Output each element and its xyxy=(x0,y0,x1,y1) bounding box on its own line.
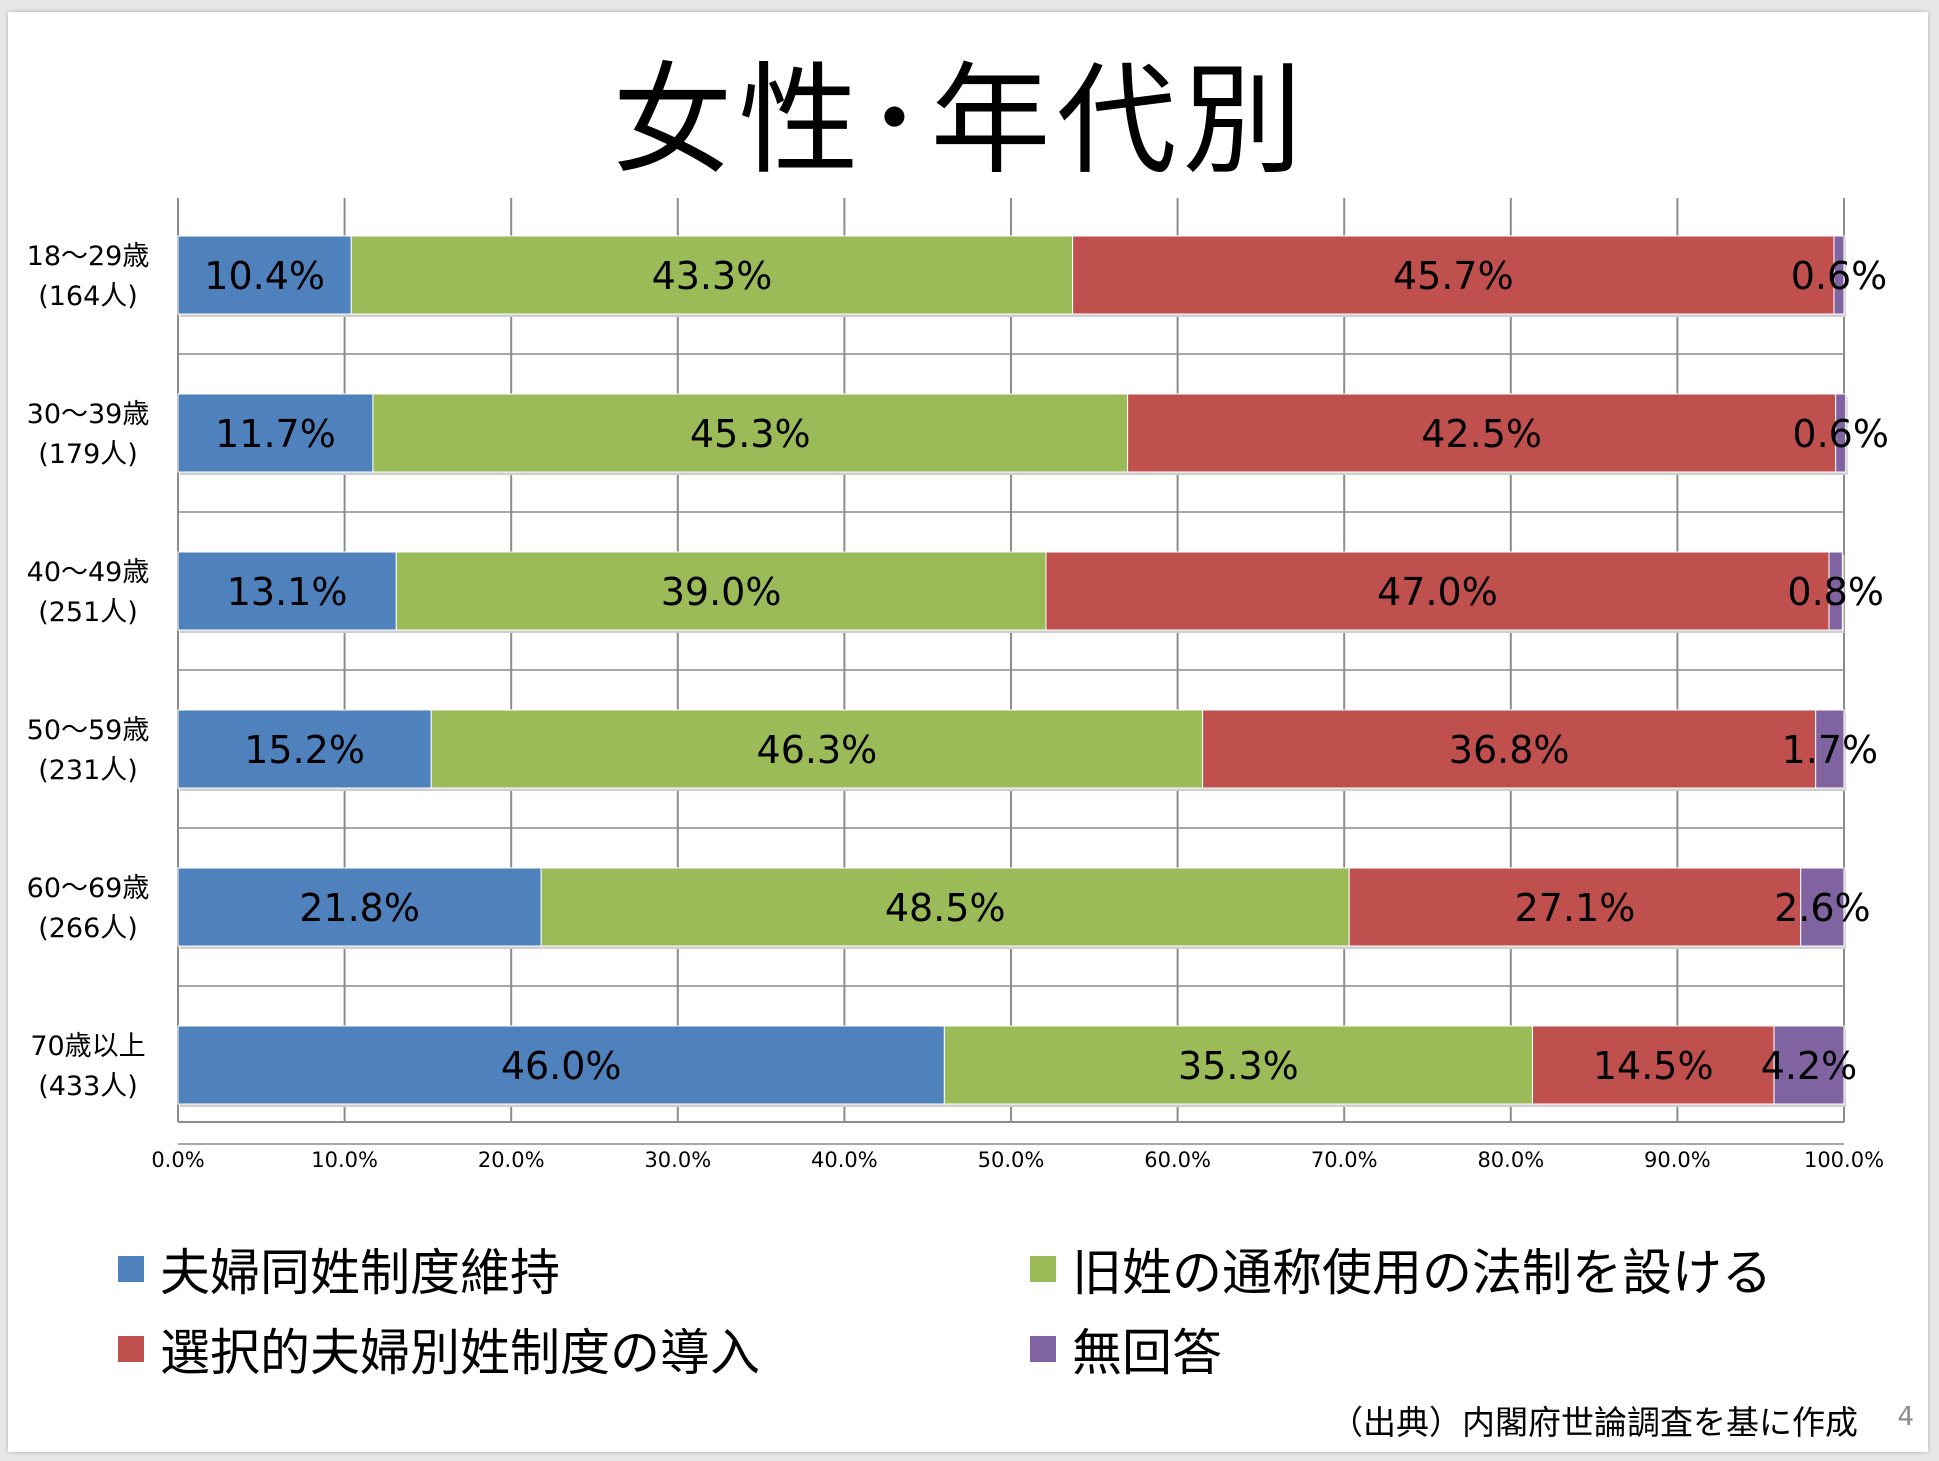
legend-label: 旧姓の通称使用の法制を設ける xyxy=(1072,1244,1772,1302)
category-label: 70歳以上 xyxy=(30,1031,145,1062)
data-label: 4.2% xyxy=(1761,1044,1858,1088)
x-tick-label: 70.0% xyxy=(1311,1148,1378,1172)
x-tick-label: 0.0% xyxy=(151,1148,204,1172)
bar-segment xyxy=(1045,551,1830,631)
x-tick-label: 30.0% xyxy=(644,1148,711,1172)
slide: 女性･年代別 0.0% 10.0% 20.0% 30.0% 40.0% 50.0% 60.0… xyxy=(8,12,1928,1452)
category-label: 50〜59歳 xyxy=(27,715,150,746)
bar-segment xyxy=(177,1025,945,1105)
category-count-label: (266人) xyxy=(38,913,138,944)
data-label: 13.1% xyxy=(227,570,348,614)
category-label: 40〜49歳 xyxy=(27,557,150,588)
legend-label: 無回答 xyxy=(1072,1324,1222,1382)
bar-segment xyxy=(1828,551,1843,631)
bar-segment xyxy=(395,551,1047,631)
bar-segment xyxy=(1835,393,1847,473)
x-tick-label: 40.0% xyxy=(811,1148,878,1172)
bar-segment xyxy=(1348,867,1802,947)
legend-swatch-red xyxy=(118,1336,144,1362)
stacked-bar-chart: 0.0% 10.0% 20.0% 30.0% 40.0% 50.0% 60.0% 70.0% 8… xyxy=(27,198,1889,1172)
bar-segment xyxy=(540,867,1350,947)
bar-segment xyxy=(1815,709,1845,789)
bar-segment xyxy=(430,709,1204,789)
bar-segment xyxy=(1072,235,1835,315)
data-label: 0.6% xyxy=(1792,412,1889,456)
bar-segment xyxy=(1800,867,1845,947)
data-label: 11.7% xyxy=(215,412,336,456)
category-count-label: (164人) xyxy=(38,281,138,312)
source-note: （出典）内閣府世論調査を基に作成 xyxy=(1330,1403,1858,1442)
legend-item-keep-same-surname: 夫婦同姓制度維持 xyxy=(118,1234,560,1304)
data-label: 21.8% xyxy=(299,886,420,930)
legend-swatch-purple xyxy=(1030,1336,1056,1362)
data-label: 45.3% xyxy=(690,412,811,456)
bar-segment xyxy=(943,1025,1533,1105)
legend-swatch-blue xyxy=(118,1256,144,1282)
bar-segment xyxy=(177,235,352,315)
data-label: 46.3% xyxy=(757,728,878,772)
bar-segment xyxy=(372,393,1129,473)
data-label: 0.8% xyxy=(1787,570,1884,614)
data-label: 10.4% xyxy=(204,254,325,298)
category-count-label: (231人) xyxy=(38,755,138,786)
category-count-label: (251人) xyxy=(38,597,138,628)
legend-item-optional-separate-surname: 選択的夫婦別姓制度の導入 xyxy=(118,1314,760,1384)
x-tick-label: 100.0% xyxy=(1804,1148,1884,1172)
data-label: 48.5% xyxy=(885,886,1006,930)
bar-segment xyxy=(1202,709,1817,789)
legend-label: 選択的夫婦別姓制度の導入 xyxy=(160,1324,760,1382)
data-label: 2.6% xyxy=(1774,886,1871,930)
bar-segment xyxy=(1127,393,1837,473)
legend-item-no-answer: 無回答 xyxy=(1030,1314,1222,1384)
data-label: 14.5% xyxy=(1593,1044,1714,1088)
data-label: 1.7% xyxy=(1782,728,1879,772)
bar-segment xyxy=(177,551,397,631)
data-label: 35.3% xyxy=(1178,1044,1299,1088)
data-label: 0.6% xyxy=(1791,254,1888,298)
x-tick-label: 20.0% xyxy=(478,1148,545,1172)
page-number: 4 xyxy=(1897,1402,1914,1432)
x-tick-label: 80.0% xyxy=(1477,1148,1544,1172)
chart-title: 女性･年代別 xyxy=(612,52,1309,191)
legend-label: 夫婦同姓制度維持 xyxy=(160,1244,560,1302)
bar-segment xyxy=(350,235,1074,315)
x-tick-label: 60.0% xyxy=(1144,1148,1211,1172)
bar-segment xyxy=(1833,235,1845,315)
bar-segment xyxy=(177,709,432,789)
data-label: 45.7% xyxy=(1393,254,1514,298)
category-label: 18〜29歳 xyxy=(27,241,150,272)
data-label: 39.0% xyxy=(661,570,782,614)
bar-segment xyxy=(177,393,374,473)
data-label: 43.3% xyxy=(652,254,773,298)
category-count-label: (179人) xyxy=(38,439,138,470)
bar-segment xyxy=(1531,1025,1775,1105)
data-label: 46.0% xyxy=(501,1044,622,1088)
bar-segment xyxy=(1773,1025,1845,1105)
category-label: 60〜69歳 xyxy=(27,873,150,904)
x-tick-label: 50.0% xyxy=(978,1148,1045,1172)
data-label: 47.0% xyxy=(1377,570,1498,614)
data-label: 15.2% xyxy=(244,728,365,772)
data-label: 27.1% xyxy=(1515,886,1636,930)
bar-segment xyxy=(177,867,542,947)
x-tick-label: 90.0% xyxy=(1644,1148,1711,1172)
data-label: 36.8% xyxy=(1449,728,1570,772)
legend-swatch-green xyxy=(1030,1256,1056,1282)
x-tick-label: 10.0% xyxy=(311,1148,378,1172)
data-label: 42.5% xyxy=(1421,412,1542,456)
category-label: 30〜39歳 xyxy=(27,399,150,430)
legend-item-maiden-name-use: 旧姓の通称使用の法制を設ける xyxy=(1030,1234,1772,1304)
category-count-label: (433人) xyxy=(38,1071,138,1102)
